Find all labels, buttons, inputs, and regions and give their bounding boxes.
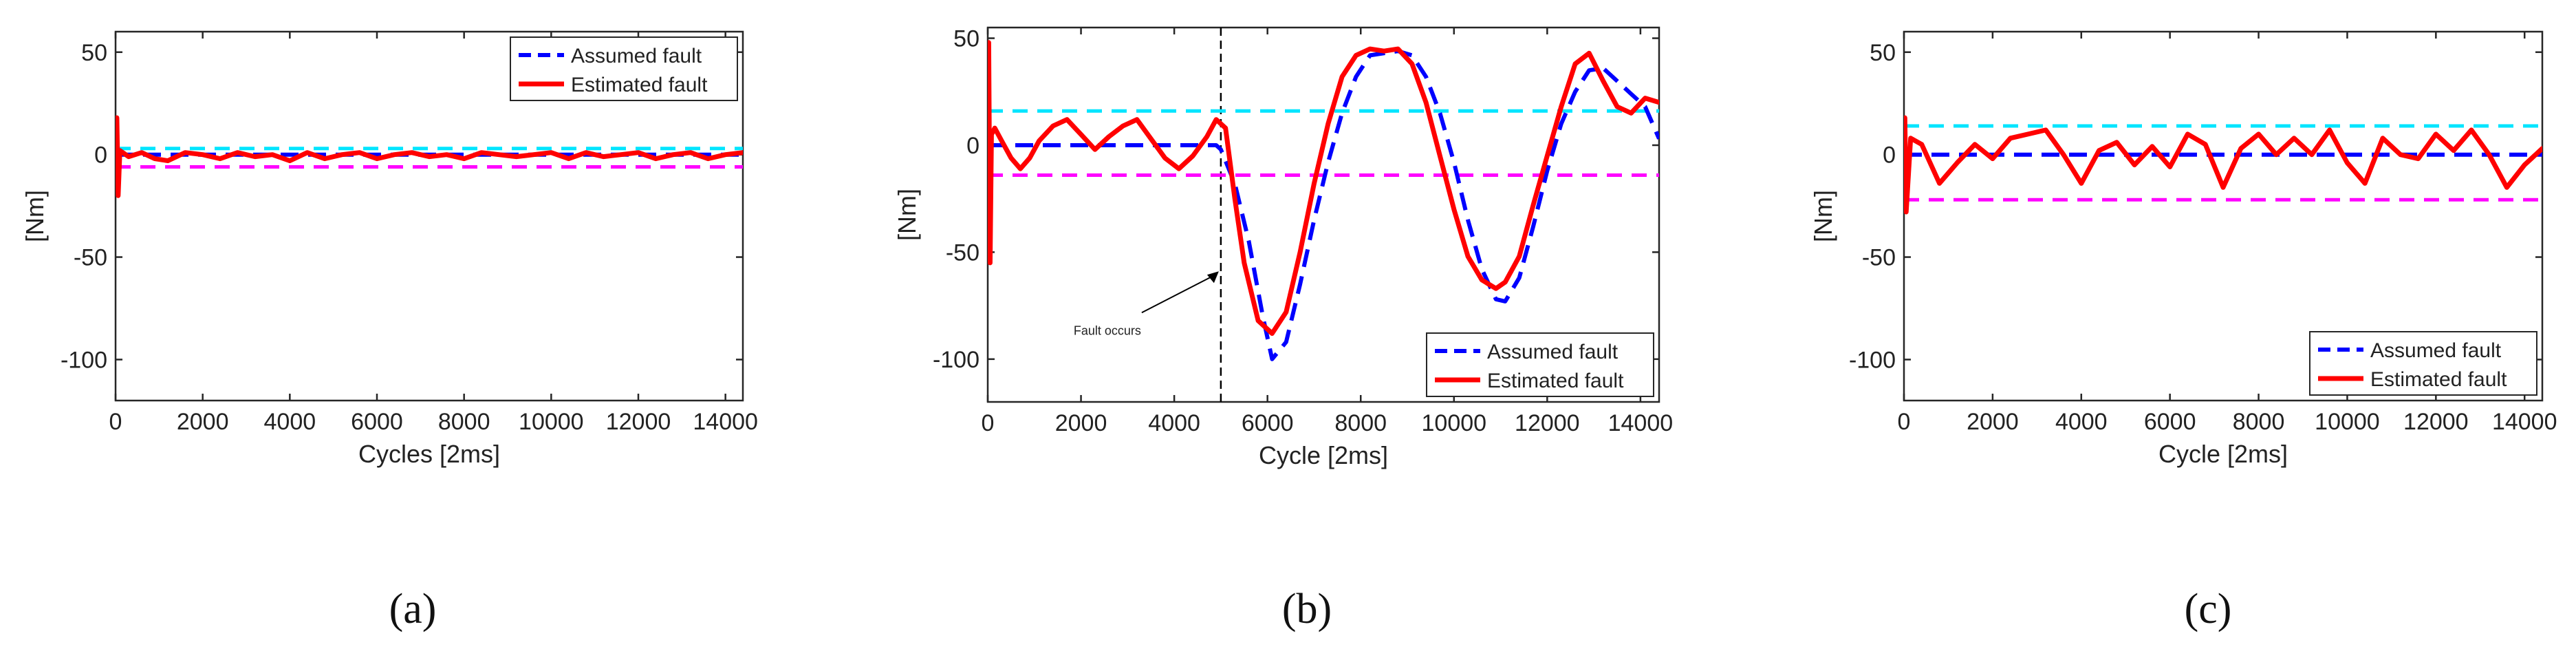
legend-assumed-label: Assumed fault: [571, 45, 702, 67]
panel-label: (c): [2185, 586, 2232, 632]
x-tick-label: 12000: [2403, 409, 2469, 435]
legend: Assumed fault Estimated fault: [1426, 332, 1654, 397]
chart-a: 50 0 -50 -100 0 2000 4000 6000 8000 10000 12000 140…: [21, 30, 758, 632]
legend-estimated-label: Estimated fault: [1487, 370, 1624, 392]
x-tick-label: 4000: [2055, 409, 2108, 435]
y-axis-label: [Nm]: [1809, 190, 1837, 242]
x-tick-label: 6000: [351, 409, 403, 435]
x-tick-label: 2000: [177, 409, 229, 435]
legend-assumed-label: Assumed fault: [1487, 341, 1619, 363]
y-tick-label: 50: [81, 40, 107, 66]
y-tick-label: 0: [966, 133, 979, 159]
legend-assumed-label: Assumed fault: [2370, 339, 2502, 362]
x-tick-label: 4000: [264, 409, 316, 435]
estimated-fault-line: [988, 40, 1659, 336]
y-axis-label: [Nm]: [893, 189, 921, 241]
estimated-fault-line: [116, 115, 743, 198]
y-tick-label: -50: [946, 239, 979, 266]
data-layer: [988, 28, 1659, 402]
data-layer: [116, 115, 743, 198]
x-axis-label: Cycles [2ms]: [358, 440, 500, 468]
x-tick-label: 12000: [1515, 410, 1580, 436]
y-tick-label: -100: [933, 347, 979, 373]
y-tick-label: -100: [1849, 347, 1896, 373]
legend-box: [510, 36, 738, 101]
x-tick-label: 0: [109, 409, 122, 435]
x-tick-label: 8000: [2233, 409, 2285, 435]
annotation-text: Fault occurs: [1074, 323, 1141, 337]
x-tick-label: 6000: [1242, 410, 1294, 436]
legend-box: [1426, 332, 1654, 397]
y-tick-label: 0: [94, 142, 107, 169]
y-tick-label: -50: [74, 245, 107, 271]
legend-estimated-label: Estimated fault: [571, 74, 708, 96]
assumed-fault-line: [988, 49, 1659, 361]
x-tick-label: 12000: [606, 409, 671, 435]
annotation-arrowhead: [1206, 271, 1219, 284]
x-axis-label: Cycle [2ms]: [2158, 440, 2288, 468]
x-tick-label: 0: [982, 410, 995, 436]
x-tick-label: 10000: [519, 409, 584, 435]
x-tick-label: 14000: [2492, 409, 2557, 435]
legend: Assumed fault Estimated fault: [2309, 331, 2537, 396]
y-tick-label: 50: [1870, 40, 1896, 66]
chart-b: 50 0 -50 -100 0 2000 4000 6000 8000 10000 12000 140…: [893, 26, 1673, 632]
x-tick-label: 10000: [1422, 410, 1487, 436]
y-axis-label: [Nm]: [21, 190, 49, 242]
x-tick-label: 14000: [1608, 410, 1674, 436]
legend: Assumed fault Estimated fault: [510, 36, 738, 101]
x-tick-label: 14000: [693, 409, 758, 435]
x-tick-label: 2000: [1055, 410, 1107, 436]
y-tick-label: 50: [953, 26, 979, 52]
x-axis-label: Cycle [2ms]: [1259, 441, 1388, 469]
x-tick-label: 2000: [1967, 409, 2019, 435]
x-tick-label: 4000: [1148, 410, 1200, 436]
panel-label: (b): [1282, 586, 1332, 632]
annotation-arrow-line: [1141, 274, 1216, 314]
legend-box: [2309, 331, 2537, 396]
y-tick-label: -100: [61, 347, 107, 373]
y-tick-label: 0: [1883, 142, 1896, 169]
y-tick-label: -50: [1862, 245, 1896, 271]
x-tick-label: 0: [1898, 409, 1911, 435]
x-tick-label: 8000: [438, 409, 490, 435]
estimated-fault-line: [1904, 115, 2542, 215]
data-layer: [1904, 115, 2542, 215]
x-tick-label: 6000: [2144, 409, 2196, 435]
chart-c: 50 0 -50 -100 0 2000 4000 6000 8000 10000 12000 140…: [1809, 30, 2557, 632]
legend-estimated-label: Estimated fault: [2370, 368, 2507, 391]
x-tick-label: 10000: [2315, 409, 2380, 435]
x-tick-label: 8000: [1334, 410, 1387, 436]
panel-label: (a): [389, 586, 437, 632]
